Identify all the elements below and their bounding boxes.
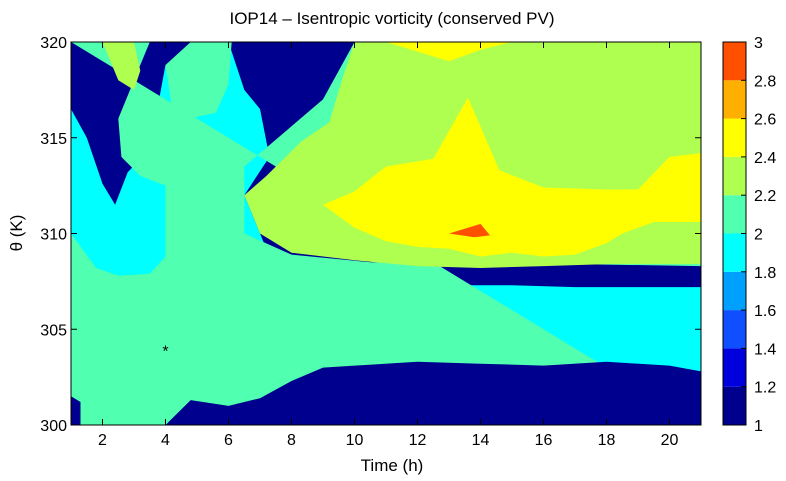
contour-region-13 [71,396,81,425]
colorbar-tick-label: 1.8 [754,265,776,282]
colorbar-swatch-9 [723,42,746,81]
x-tick-label: 14 [472,432,490,449]
contour-regions [71,42,701,425]
colorbar-tick-label: 1.4 [754,341,776,358]
colorbar-tick-label: 1 [754,418,763,435]
contour-region-10 [512,47,701,136]
contour-plot: * [71,42,701,425]
x-tick-label: 18 [598,432,616,449]
chart-title: IOP14 – Isentropic vorticity (conserved … [229,9,554,28]
x-tick-label: 8 [287,432,296,449]
x-tick-label: 16 [535,432,553,449]
colorbar-swatch-1 [723,348,746,387]
plot-axes: 2 4 6 8 10 12 14 16 18 20 300 305 310 315 320 [40,35,702,449]
data-marker: * [162,343,168,360]
y-tick-label: 315 [40,131,67,148]
x-tick-label: 10 [346,432,364,449]
colorbar-swatch-3 [723,271,746,311]
y-tick-label: 300 [40,418,67,435]
colorbar-swatch-5 [723,195,746,234]
colorbar-swatch-4 [723,233,746,272]
colorbar-tick-label: 3 [754,35,763,52]
contour-region-9 [323,97,701,257]
x-tick-label: 6 [224,432,233,449]
colorbar-swatch-8 [723,80,746,119]
x-tick-label: 20 [661,432,679,449]
colorbar-tick-label: 1.6 [754,303,776,320]
colorbar-tick-label: 2.4 [754,150,776,167]
colorbar-swatch-7 [723,118,746,157]
contour-region-11 [449,223,490,238]
contour-region-12 [165,361,701,425]
y-axis-label: θ (K) [7,215,26,252]
colorbar-swatch-0 [723,386,746,425]
colorbar-tick-label: 2 [754,227,763,244]
colorbar-tick-label: 2.8 [754,73,776,90]
colorbar-swatch-2 [723,310,746,349]
colorbar: 1 1.2 1.4 1.6 1.8 2 2.2 2.4 2.6 2.8 3 [722,35,776,435]
colorbar-tick-label: 1.2 [754,380,776,397]
y-tick-label: 320 [40,35,67,52]
x-tick-label: 12 [409,432,427,449]
contour-region-7 [165,42,232,129]
colorbar-tick-label: 2.2 [754,188,776,205]
contour-region-5 [102,42,141,90]
colorbar-swatch-6 [723,156,746,196]
y-tick-label: 310 [40,227,67,244]
x-axis-label: Time (h) [361,456,424,475]
y-tick-label: 305 [40,322,67,339]
colorbar-tick-label: 2.6 [754,112,776,129]
x-tick-label: 4 [161,432,170,449]
x-tick-label: 2 [98,432,107,449]
